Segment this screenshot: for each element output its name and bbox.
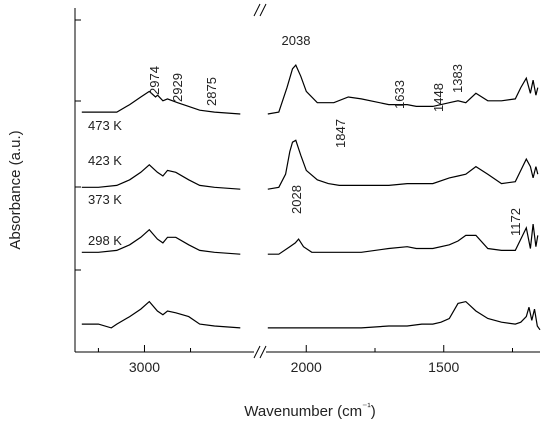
spectra-lines [81, 64, 541, 331]
x-axis-title: Wavenumber (cm⁻¹) [244, 402, 375, 420]
temperature-labels: 473 K 423 K 373 K 298 K [88, 118, 122, 248]
spectrum-line-right [267, 139, 539, 190]
peak-label: 1448 [431, 83, 446, 112]
series-373-k [81, 224, 539, 255]
axis-break-mark-top [253, 3, 261, 17]
axis-break-gap-bottom [254, 350, 266, 354]
peak-label: 1633 [392, 80, 407, 109]
series-423-k [81, 139, 539, 190]
x-ticks: 3000 2000 1500 [97, 345, 513, 375]
x-tick-label: 2000 [291, 359, 322, 375]
peak-label: 1172 [508, 208, 523, 236]
peak-label: 2875 [204, 77, 219, 106]
peak-labels: 2974 2929 2875 2038 1847 1633 1448 1383 2028 1172 [147, 33, 523, 236]
x-tick-label: 1500 [428, 359, 459, 375]
temperature-label: 373 K [88, 192, 122, 207]
temperature-label: 423 K [88, 153, 122, 168]
series-473-k [81, 64, 539, 115]
temperature-label: 298 K [88, 233, 122, 248]
axis-break-gap-top [254, 8, 266, 12]
spectrum-line-left [81, 300, 241, 329]
peak-label: 2974 [147, 66, 162, 95]
peak-label: 1847 [333, 119, 348, 148]
axis-break-mark-bottom [253, 345, 261, 359]
x-tick-label: 3000 [129, 359, 160, 375]
axis-break-marks [253, 3, 267, 359]
spectrum-line-left [81, 163, 241, 190]
spectrum-line-left [81, 90, 241, 115]
spectrum-line-right [267, 300, 541, 331]
axis-break-mark-bottom [259, 345, 267, 359]
temperature-label: 473 K [88, 118, 122, 133]
peak-label: 1383 [450, 64, 465, 93]
spectrum-line-left [81, 228, 241, 255]
y-axis-title: Absorbance (a.u.) [7, 130, 24, 249]
axes-frame [74, 8, 540, 353]
spectrum-line-right [267, 224, 539, 255]
peak-label: 2028 [289, 185, 304, 214]
spectrum-line-right [267, 64, 539, 115]
series-298-k [81, 300, 541, 331]
peak-label: 2038 [282, 33, 311, 48]
y-ticks [75, 19, 81, 353]
axis-break-mark-top [259, 3, 267, 17]
peak-label: 2929 [170, 73, 185, 102]
